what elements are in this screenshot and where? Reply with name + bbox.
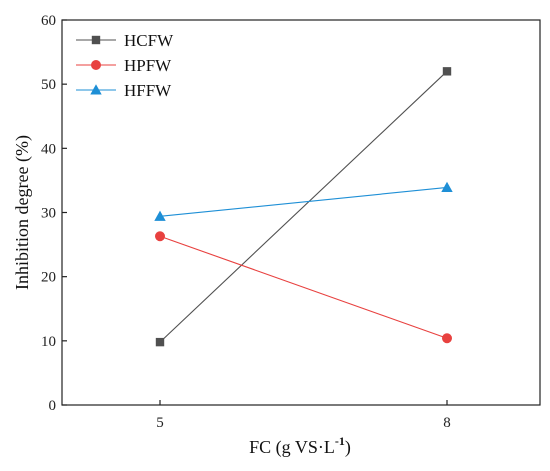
y-tick-label: 10 [41, 334, 56, 350]
legend-item-hffw: HFFW [76, 81, 172, 100]
series-lines [159, 70, 448, 343]
data-point-hffw [441, 181, 453, 193]
data-point-hffw [154, 210, 166, 221]
x-tick-label: 5 [156, 415, 164, 431]
legend-item-hpfw: HPFW [76, 56, 172, 75]
x-axis-title-superscript: -1 [335, 434, 345, 448]
series-line-hcfw [159, 70, 448, 343]
legend: HCFW HPFW HFFW [76, 31, 174, 100]
data-point-hpfw [155, 231, 165, 242]
legend-label-hpfw: HPFW [124, 56, 172, 75]
data-point-hcfw [442, 67, 452, 76]
legend-marker-hpfw [91, 60, 101, 70]
y-tick-label: 20 [41, 270, 56, 286]
legend-marker-hcfw [91, 35, 101, 45]
plot-frame [61, 19, 541, 406]
y-tick-label: 50 [41, 77, 56, 93]
x-axis-title: FC (g VS·L-1) [249, 434, 351, 458]
legend-marker-hffw [90, 84, 102, 95]
legend-label-hcfw: HCFW [124, 31, 174, 50]
y-tick-label: 30 [41, 206, 56, 222]
data-point-hcfw [155, 337, 165, 347]
legend-item-hcfw: HCFW [76, 31, 174, 50]
y-axis: 0 10 20 30 40 50 60 [41, 13, 67, 414]
x-tick-label: 8 [443, 415, 451, 431]
x-axis-title-main: FC (g VS·L [249, 437, 335, 458]
series-line-hffw [159, 186, 448, 217]
legend-label-hffw: HFFW [124, 81, 172, 100]
y-tick-label: 40 [41, 141, 56, 157]
series-line-hpfw [159, 235, 448, 339]
y-tick-label: 0 [49, 398, 57, 414]
x-axis-title-close: ) [345, 437, 351, 458]
data-point-hpfw [442, 333, 452, 344]
y-tick-label: 60 [41, 13, 56, 29]
y-axis-title: Inhibition degree (%) [12, 135, 33, 290]
series-markers [154, 67, 453, 347]
